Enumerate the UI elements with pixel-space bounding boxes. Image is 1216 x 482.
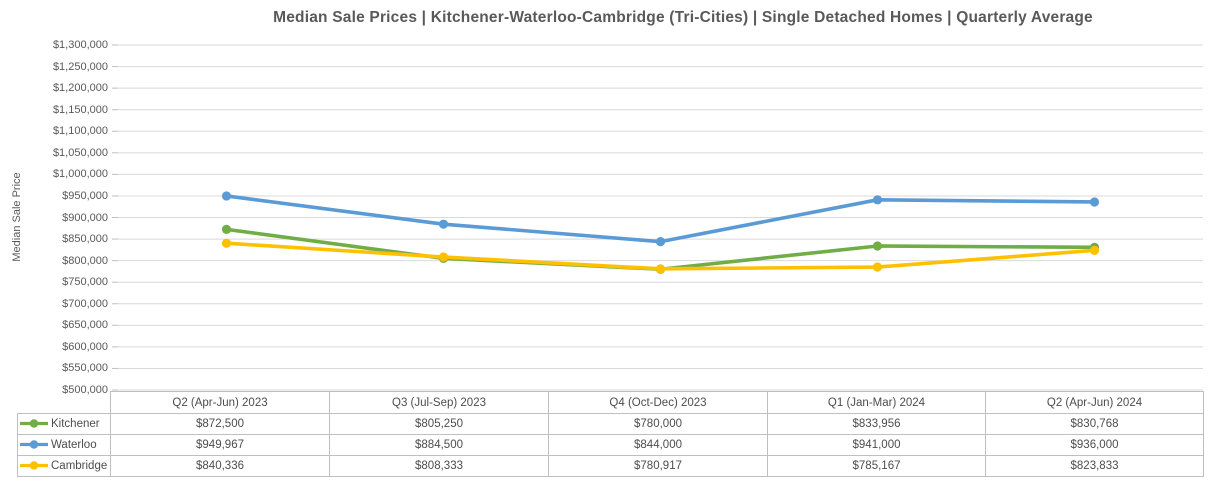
legend-label: Cambridge: [51, 459, 108, 472]
chart-title: Median Sale Prices | Kitchener-Waterloo-…: [273, 9, 1093, 26]
table-corner-blank: [18, 392, 111, 414]
y-axis-tick-label: $500,000: [62, 384, 108, 396]
legend-label: Waterloo: [51, 438, 97, 451]
legend-item-waterloo: Waterloo: [17, 434, 111, 456]
y-axis-tick-label: $900,000: [62, 211, 108, 224]
value-cell: $844,000: [548, 434, 768, 456]
y-axis-tick-label: $1,250,000: [52, 60, 108, 73]
table-header-row: Q2 (Apr-Jun) 2023 Q3 (Jul-Sep) 2023 Q4 (Oc…: [18, 391, 1204, 414]
y-axis-tick-label: $550,000: [62, 362, 108, 375]
y-axis-tick-label: $850,000: [62, 233, 108, 246]
table-row-cambridge: Cambridge $840,336 $808,333 $780,917 $785,16…: [17, 455, 1204, 477]
column-header: Q2 (Apr-Jun) 2023: [110, 391, 330, 414]
value-cell: $936,000: [985, 434, 1204, 456]
legend-item-cambridge: Cambridge: [17, 455, 111, 477]
data-point-cambridge: [872, 262, 883, 272]
y-axis-tick-label: $1,300,000: [52, 39, 108, 51]
data-point-waterloo: [872, 195, 883, 205]
y-axis-tick-label: $650,000: [62, 319, 108, 332]
value-cell: $785,167: [767, 455, 986, 477]
legend-key-icon: [20, 419, 48, 429]
y-axis-tick-label: $700,000: [62, 297, 108, 310]
series-line-waterloo: [224, 194, 1097, 244]
data-point-cambridge: [655, 264, 666, 274]
y-axis-tick-label: $800,000: [62, 254, 108, 267]
data-point-cambridge: [438, 252, 449, 262]
legend-item-kitchener: Kitchener: [17, 413, 111, 435]
value-cell: $840,336: [110, 455, 330, 477]
value-cell: $872,500: [110, 413, 330, 435]
value-cell: $823,833: [985, 455, 1204, 477]
y-axis-tick-label: $1,150,000: [52, 103, 108, 116]
column-header: Q2 (Apr-Jun) 2024: [985, 391, 1204, 414]
series-line-kitchener: [224, 227, 1097, 272]
value-cell: $941,000: [767, 434, 986, 456]
value-cell: $780,000: [548, 413, 768, 435]
data-point-kitchener: [872, 241, 883, 251]
value-cell: $808,333: [329, 455, 549, 477]
data-point-waterloo: [221, 191, 232, 201]
data-point-kitchener: [221, 224, 232, 234]
y-axis-tick-label: $1,100,000: [52, 125, 108, 138]
table-row-kitchener: Kitchener $872,500 $805,250 $780,000 $833,95…: [17, 413, 1204, 435]
legend-label: Kitchener: [51, 417, 100, 430]
value-cell: $833,956: [767, 413, 986, 435]
data-point-cambridge: [1089, 245, 1100, 255]
y-axis-tick-label: $1,200,000: [52, 82, 108, 95]
column-header: Q4 (Oct-Dec) 2023: [548, 391, 768, 414]
data-point-waterloo: [438, 219, 449, 229]
y-axis-tick-label: $750,000: [62, 276, 108, 289]
data-table: Q2 (Apr-Jun) 2023 Q3 (Jul-Sep) 2023 Q4 (Oc…: [17, 391, 1204, 477]
y-axis-tick-label: $950,000: [62, 189, 108, 202]
value-cell: $805,250: [329, 413, 549, 435]
value-cell: $884,500: [329, 434, 549, 456]
column-header: Q1 (Jan-Mar) 2024: [767, 391, 986, 414]
table-row-waterloo: Waterloo $949,967 $884,500 $844,000 $941,000…: [17, 434, 1204, 456]
data-point-waterloo: [1089, 197, 1100, 207]
value-cell: $780,917: [548, 455, 768, 477]
data-point-waterloo: [655, 237, 666, 247]
column-header: Q3 (Jul-Sep) 2023: [329, 391, 549, 414]
value-cell: $949,967: [110, 434, 330, 456]
y-axis-tick-label: $600,000: [62, 340, 108, 353]
legend-key-icon: [20, 461, 48, 471]
data-point-cambridge: [221, 238, 232, 248]
value-cell: $830,768: [985, 413, 1204, 435]
y-axis-tick-label: $1,000,000: [52, 168, 108, 181]
y-axis-tick-label: $1,050,000: [52, 146, 108, 159]
legend-key-icon: [20, 440, 48, 450]
